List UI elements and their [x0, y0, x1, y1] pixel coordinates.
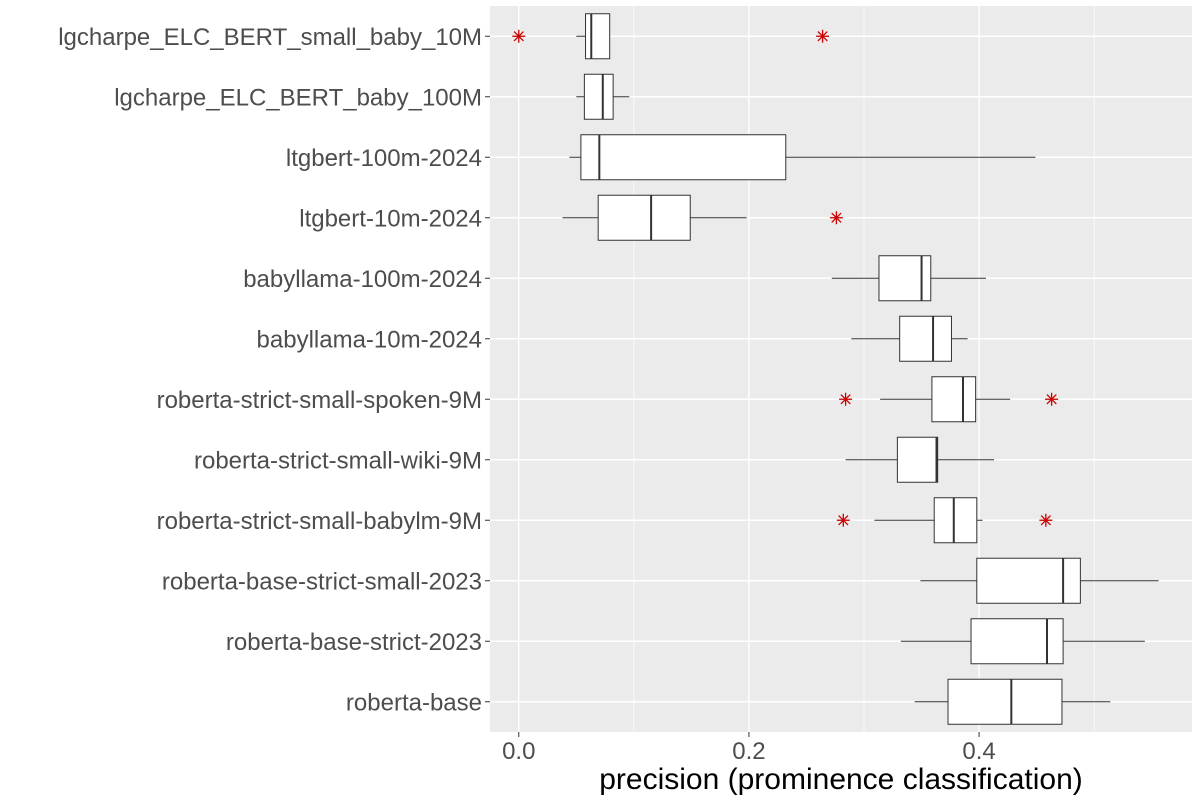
y-tick-label: roberta-strict-small-spoken-9M: [157, 387, 482, 414]
y-tick-label: lgcharpe_ELC_BERT_small_baby_10M: [58, 24, 482, 51]
box-roberta-strict-small-spoken-9M: [839, 376, 1059, 423]
box-roberta-base: [914, 678, 1111, 725]
box-babyllama-100m-2024: [831, 255, 987, 302]
y-tick-label: roberta-strict-small-wiki-9M: [194, 447, 482, 474]
outlier-stroke: [1040, 515, 1051, 526]
box-roberta-base-strict-2023: [900, 618, 1145, 665]
box-ltgbert-100m-2024: [569, 134, 1036, 181]
y-tick-label: roberta-base: [346, 689, 482, 716]
box-iqr: [878, 255, 932, 302]
box-iqr: [583, 73, 614, 120]
outlier-stroke: [513, 31, 524, 42]
y-tick-label: roberta-strict-small-babylm-9M: [157, 508, 482, 535]
box-babyllama-10m-2024: [851, 315, 968, 362]
x-tick-label: 0.2: [732, 738, 765, 765]
x-tick-label: 0.0: [502, 738, 535, 765]
box-layer: [512, 13, 1159, 725]
outlier-point: [1039, 513, 1053, 527]
box-roberta-base-strict-small-2023: [920, 557, 1159, 604]
x-tick-layer: 0.0 0.2 0.4: [502, 732, 996, 765]
box-iqr: [896, 436, 939, 483]
outlier-stroke: [817, 31, 828, 42]
y-tick-layer: lgcharpe_ELC_BERT_small_baby_10M lgcharpe…: [58, 24, 490, 716]
box-lgcharpe_ELC_BERT_baby_100M: [576, 73, 630, 120]
outlier-stroke: [838, 515, 849, 526]
box-iqr: [597, 194, 691, 241]
box-iqr: [976, 557, 1081, 604]
outlier-point: [1045, 392, 1059, 406]
outlier-point: [829, 211, 843, 225]
box-iqr: [580, 134, 787, 181]
outlier-stroke: [1046, 394, 1057, 405]
outlier-stroke: [831, 212, 842, 223]
box-lgcharpe_ELC_BERT_small_baby_10M: [512, 13, 830, 60]
box-iqr: [933, 497, 978, 544]
box-iqr: [931, 376, 977, 423]
box-roberta-strict-small-wiki-9M: [845, 436, 995, 483]
plot-panel: [490, 6, 1192, 732]
y-tick-label: roberta-base-strict-2023: [226, 629, 482, 656]
box-iqr: [970, 618, 1064, 665]
y-tick-label: babyllama-100m-2024: [243, 266, 482, 293]
outlier-point: [512, 29, 526, 43]
y-tick-label: lgcharpe_ELC_BERT_baby_100M: [114, 84, 482, 111]
y-tick-label: babyllama-10m-2024: [257, 326, 482, 353]
box-iqr: [947, 678, 1063, 725]
outlier-point: [816, 29, 830, 43]
outlier-point: [836, 513, 850, 527]
y-tick-label: ltgbert-10m-2024: [299, 205, 482, 232]
y-tick-label: roberta-base-strict-small-2023: [162, 568, 482, 595]
box-iqr: [899, 315, 952, 362]
outlier-point: [839, 392, 853, 406]
x-axis-label: precision (prominence classification): [599, 763, 1083, 796]
box-iqr: [585, 13, 611, 60]
box-ltgbert-10m-2024: [562, 194, 843, 241]
y-tick-label: ltgbert-100m-2024: [286, 145, 482, 172]
x-tick-label: 0.4: [962, 738, 995, 765]
box-roberta-strict-small-babylm-9M: [836, 497, 1053, 544]
outlier-stroke: [840, 394, 851, 405]
